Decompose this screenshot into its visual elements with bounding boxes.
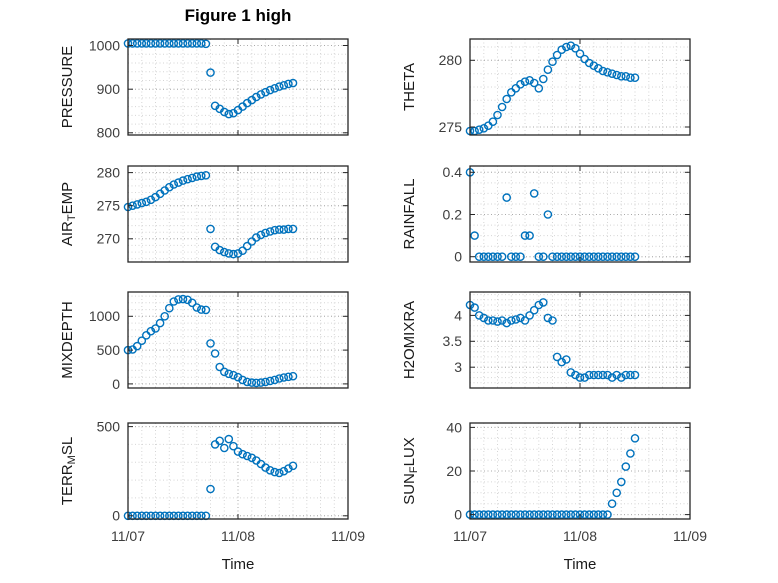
svg-text:3.5: 3.5 (443, 333, 463, 349)
major-gridlines (127, 423, 349, 519)
subplot-theta: 275 280 THETA (401, 38, 691, 136)
subplot-air-temp: 270 275 280 AIRTEMP (59, 165, 349, 263)
tick-marks (127, 292, 349, 388)
y-axis-label: RAINFALL (401, 179, 418, 250)
subplot-rainfall: 0 0.2 0.4 RAINFALL (401, 164, 691, 265)
svg-text:11/07: 11/07 (453, 528, 487, 544)
scatter-points (123, 170, 298, 259)
svg-text:0: 0 (112, 376, 120, 392)
svg-text:20: 20 (446, 463, 462, 479)
svg-text:500: 500 (97, 419, 121, 435)
tick-marks (469, 166, 691, 262)
y-axis-label: SUNFLUX (401, 437, 420, 505)
y-axis-label: AIRTEMP (59, 182, 78, 246)
major-gridlines (469, 423, 691, 519)
y-axis-label: PRESSURE (59, 46, 76, 129)
svg-text:500: 500 (97, 342, 121, 358)
svg-text:270: 270 (97, 231, 121, 247)
svg-text:900: 900 (97, 81, 121, 97)
tick-marks (469, 39, 691, 135)
y-axis-label: TERRMSL (59, 437, 78, 505)
y-tick-labels: 275 280 (439, 52, 463, 135)
major-gridlines (127, 166, 349, 262)
svg-text:0.2: 0.2 (443, 206, 463, 222)
svg-text:11/07: 11/07 (111, 528, 145, 544)
subplot-pressure: 800 900 1000 PRESSURE (59, 37, 349, 141)
y-axis-label: MIXDEPTH (59, 301, 76, 379)
figure-title: Figure 1 high (184, 6, 292, 25)
scatter-points (465, 433, 640, 519)
y-tick-labels: 0 500 1000 (89, 308, 120, 392)
tick-marks (127, 166, 349, 262)
svg-text:280: 280 (97, 165, 121, 181)
scatter-points (123, 294, 298, 388)
svg-text:40: 40 (446, 419, 462, 435)
y-tick-labels: 0 20 40 (446, 419, 462, 522)
x-axis-label: Time (564, 556, 597, 573)
svg-text:1000: 1000 (89, 308, 120, 324)
svg-text:280: 280 (439, 52, 463, 68)
svg-text:275: 275 (439, 119, 463, 135)
svg-text:0: 0 (454, 507, 462, 523)
subplot-sun-flux: 0 20 40 11/07 11/08 11/09 Time SUNFLUX (401, 419, 707, 573)
svg-text:275: 275 (97, 198, 121, 214)
scatter-points (123, 39, 298, 119)
major-gridlines (469, 39, 691, 135)
subplot-terr-msl: 0 500 11/07 11/08 11/09 Time TERRMSL (59, 419, 365, 574)
svg-text:11/08: 11/08 (221, 528, 255, 544)
svg-text:3: 3 (454, 359, 462, 375)
svg-text:0: 0 (112, 508, 120, 524)
scatter-points (465, 168, 640, 261)
svg-text:0: 0 (454, 249, 462, 265)
svg-text:1000: 1000 (89, 37, 120, 53)
y-axis-label: H2OMIXRA (401, 301, 418, 379)
y-tick-labels: 33.54 (443, 307, 463, 375)
subplot-mixdepth: 0 500 1000 MIXDEPTH (59, 291, 349, 392)
scatter-points (465, 41, 640, 136)
x-tick-labels: 11/07 11/08 11/09 (111, 528, 365, 544)
tick-marks (127, 39, 349, 135)
svg-text:800: 800 (97, 125, 121, 141)
y-tick-labels: 0 0.2 0.4 (443, 164, 463, 264)
scatter-points (465, 298, 640, 382)
svg-text:11/09: 11/09 (673, 528, 707, 544)
svg-text:11/08: 11/08 (563, 528, 597, 544)
x-tick-labels: 11/07 11/08 11/09 (453, 528, 707, 544)
svg-text:11/09: 11/09 (331, 528, 365, 544)
major-gridlines (127, 39, 349, 135)
y-tick-labels: 800 900 1000 (89, 37, 120, 140)
y-tick-labels: 270 275 280 (97, 165, 121, 247)
tick-marks (469, 423, 691, 519)
tick-marks (127, 423, 349, 519)
y-tick-labels: 0 500 (97, 419, 121, 524)
svg-text:4: 4 (454, 307, 462, 323)
svg-text:0.4: 0.4 (443, 164, 463, 180)
x-axis-label: Time (222, 556, 255, 573)
tick-marks (469, 292, 691, 388)
major-gridlines (469, 166, 691, 262)
y-axis-label: THETA (401, 63, 418, 111)
